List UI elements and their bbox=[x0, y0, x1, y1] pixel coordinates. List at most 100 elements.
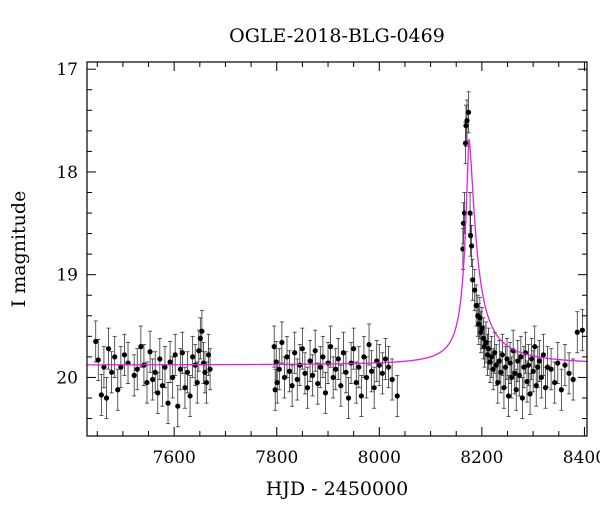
data-point bbox=[207, 366, 213, 372]
data-point bbox=[552, 379, 558, 386]
data-point bbox=[340, 350, 347, 356]
data-point bbox=[98, 392, 104, 398]
x-tick-label: 8000 bbox=[358, 448, 401, 468]
model-curve bbox=[87, 138, 588, 366]
data-point bbox=[515, 358, 521, 364]
data-point bbox=[487, 359, 493, 365]
data-point bbox=[473, 302, 479, 309]
data-point bbox=[490, 366, 496, 372]
data-point bbox=[159, 383, 165, 389]
x-tick-label: 7600 bbox=[153, 448, 196, 468]
data-point bbox=[93, 338, 99, 345]
data-point bbox=[327, 344, 334, 350]
y-tick-label: 18 bbox=[56, 163, 78, 183]
data-point bbox=[363, 374, 370, 381]
data-point bbox=[527, 391, 533, 397]
data-point bbox=[101, 364, 107, 370]
data-point bbox=[109, 369, 115, 375]
data-point bbox=[509, 374, 515, 381]
data-point bbox=[513, 387, 519, 393]
data-point bbox=[463, 123, 469, 129]
data-point bbox=[320, 354, 326, 360]
data-point bbox=[469, 243, 475, 249]
data-point bbox=[194, 379, 200, 386]
data-point bbox=[196, 348, 202, 354]
data-point bbox=[465, 109, 472, 115]
data-point bbox=[118, 364, 124, 370]
data-point bbox=[512, 370, 518, 376]
data-point bbox=[376, 362, 382, 368]
data-point bbox=[184, 369, 191, 375]
data-point bbox=[205, 352, 212, 358]
data-point bbox=[505, 393, 512, 399]
data-point bbox=[144, 379, 150, 386]
data-point bbox=[524, 378, 530, 385]
data-point bbox=[480, 335, 487, 341]
data-point bbox=[521, 364, 527, 370]
data-point bbox=[481, 344, 488, 350]
data-point bbox=[121, 352, 128, 358]
data-point bbox=[197, 335, 203, 341]
data-point bbox=[322, 390, 329, 396]
data-point bbox=[502, 364, 509, 370]
data-point bbox=[532, 344, 538, 350]
data-point bbox=[343, 369, 349, 375]
data-point bbox=[281, 374, 288, 381]
data-point bbox=[289, 383, 295, 389]
data-point bbox=[498, 369, 504, 375]
data-point bbox=[518, 354, 524, 360]
data-point bbox=[536, 358, 542, 364]
data-point bbox=[574, 329, 580, 335]
axis-ticks: 7600 7800 8000 8200 8400 17 18 19 20 bbox=[56, 60, 600, 468]
data-point bbox=[338, 383, 344, 389]
data-point bbox=[172, 352, 178, 358]
data-point bbox=[112, 354, 118, 360]
data-point bbox=[530, 368, 536, 374]
y-tick-label: 20 bbox=[56, 368, 78, 388]
data-point bbox=[351, 346, 357, 352]
data-point bbox=[150, 376, 156, 383]
data-point bbox=[330, 374, 336, 381]
data-point bbox=[147, 349, 153, 355]
plot-frame bbox=[86, 61, 588, 437]
data-point bbox=[299, 346, 305, 352]
data-point bbox=[464, 117, 470, 124]
data-point bbox=[504, 356, 510, 362]
data-point bbox=[507, 360, 513, 366]
data-point bbox=[353, 379, 359, 386]
data-point bbox=[472, 287, 478, 293]
data-point bbox=[302, 370, 308, 376]
data-point bbox=[460, 220, 467, 226]
data-point bbox=[361, 354, 367, 360]
data-point bbox=[202, 369, 208, 375]
data-point bbox=[335, 356, 341, 362]
data-point bbox=[358, 393, 364, 399]
data-points bbox=[93, 109, 585, 409]
data-point bbox=[182, 385, 188, 391]
data-point bbox=[516, 372, 522, 378]
data-point bbox=[271, 344, 277, 350]
data-point bbox=[484, 352, 491, 358]
y-tick-label: 17 bbox=[56, 60, 78, 80]
data-point bbox=[496, 358, 502, 364]
data-point bbox=[203, 379, 210, 386]
data-point bbox=[157, 356, 163, 362]
chart-title: OGLE-2018-BLG-0469 bbox=[229, 25, 445, 47]
data-point bbox=[467, 210, 473, 216]
data-point bbox=[558, 387, 564, 393]
data-point bbox=[345, 395, 352, 401]
data-point bbox=[371, 385, 377, 391]
data-point bbox=[529, 356, 535, 362]
data-point bbox=[105, 346, 112, 352]
x-tick-label: 8400 bbox=[563, 448, 600, 468]
data-point bbox=[167, 359, 173, 365]
data-point bbox=[131, 372, 137, 378]
data-point bbox=[555, 360, 561, 366]
data-point bbox=[483, 339, 489, 346]
data-point bbox=[95, 357, 101, 363]
data-point bbox=[175, 403, 181, 409]
data-point bbox=[462, 140, 469, 146]
data-point bbox=[284, 354, 290, 360]
data-point bbox=[566, 370, 572, 376]
data-point bbox=[165, 400, 171, 406]
